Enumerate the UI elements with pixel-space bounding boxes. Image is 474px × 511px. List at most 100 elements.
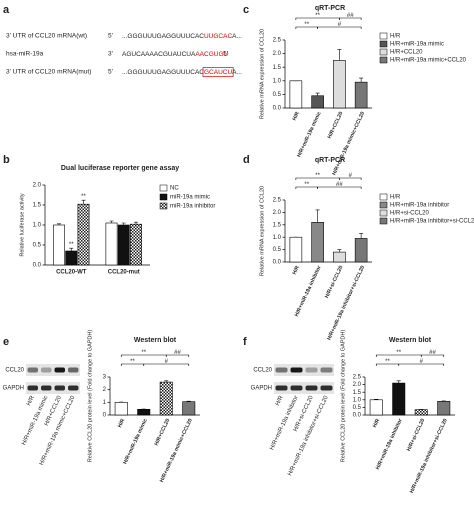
- y-tick-label: 2.0: [33, 183, 42, 189]
- bar: [182, 401, 196, 416]
- significance: ##: [429, 350, 436, 356]
- legend-label: H/R+si-CCL20: [390, 211, 430, 217]
- bar: [311, 95, 324, 109]
- significance: **: [315, 13, 320, 19]
- bar: [311, 222, 324, 263]
- error-bar: [315, 209, 320, 223]
- significance: #: [338, 22, 342, 28]
- error-bar: [359, 233, 364, 239]
- bar: [369, 399, 383, 416]
- significance-bracket: [339, 17, 362, 20]
- panel-label: f: [243, 336, 247, 348]
- chart-title: Western blot: [134, 337, 177, 344]
- y-tick-label: 1.5: [33, 203, 42, 209]
- legend-swatch: [159, 202, 168, 210]
- y-tick-label: 3: [103, 375, 107, 381]
- bar: [53, 224, 65, 266]
- y-tick-label: 1.0: [353, 397, 362, 403]
- y-axis-label: Relative luciferase activity: [19, 193, 25, 257]
- bar: [392, 382, 406, 416]
- y-tick-label: 0.5: [33, 243, 42, 249]
- significance: #: [165, 359, 169, 365]
- y-tick-label: 1.5: [273, 65, 282, 71]
- bar: [137, 408, 151, 416]
- blot-band: [290, 385, 303, 391]
- significance: ##: [174, 350, 181, 356]
- chart-title: Dual luciferase reporter gene assay: [61, 165, 179, 172]
- legend-label: miR-19a inhibitor: [170, 204, 215, 210]
- y-tick-label: 2.5: [273, 198, 282, 204]
- y-axis-label: Relative CCL20 protein level (Fold chang…: [87, 330, 93, 463]
- y-tick-label: 2.0: [353, 382, 362, 388]
- blot-row-label: GAPDH: [3, 386, 24, 392]
- sequence: AGUCAAAACGUAUCUAAACGUGU: [122, 51, 228, 58]
- x-tick-label: H/R+CCL20: [327, 111, 345, 140]
- x-tick-label: H/R+CCL20: [154, 418, 172, 447]
- y-tick-label: 2.5: [353, 375, 362, 381]
- blot-band: [27, 367, 38, 373]
- y-tick-label: 1.0: [33, 223, 42, 229]
- x-tick-label: H/R+miR-19a mimic: [122, 418, 148, 466]
- seed-site: AACGUGU: [195, 51, 228, 58]
- blot-band: [41, 367, 52, 373]
- y-tick-label: 0: [103, 413, 107, 419]
- legend-label: NC: [170, 186, 179, 192]
- x-tick-label: H/R+si-CCL20: [324, 265, 344, 299]
- x-tick-label: CCL20-WT: [56, 270, 87, 276]
- sequence-end: 5': [223, 51, 228, 58]
- y-axis-label: Relative CCL20 protein level (Fold chang…: [340, 330, 346, 463]
- sequence-label: 3' UTR of CCL20 mRNA(wt): [6, 33, 87, 40]
- x-tick-label: H/R+si-CCL20: [406, 418, 426, 452]
- bar: [437, 401, 451, 416]
- mutation-box: [202, 67, 234, 77]
- panel-label: b: [3, 154, 10, 166]
- x-tick-label: H/R: [292, 265, 301, 276]
- bar: [117, 224, 130, 266]
- error-bar: [109, 220, 114, 223]
- blot-band: [305, 367, 318, 373]
- bar: [159, 381, 173, 416]
- blot-band: [275, 385, 288, 391]
- y-tick-label: 0.0: [273, 106, 282, 112]
- significance-bracket: [317, 186, 362, 189]
- y-tick-label: 1.5: [273, 222, 282, 228]
- legend-label: H/R+CCL20: [390, 50, 423, 56]
- blot-band: [320, 385, 333, 391]
- panel-label: d: [243, 154, 250, 166]
- sequence-label: hsa-miR-19a: [6, 51, 44, 58]
- chart-title: qRT-PCR: [315, 157, 345, 164]
- y-tick-label: 0.0: [353, 413, 362, 419]
- sequence: ...GGGUUUGAGGUUUCACGCAUCUA...: [122, 69, 242, 76]
- blot-strip: [274, 364, 334, 376]
- y-tick-label: 0.5: [353, 405, 362, 411]
- sequence-part: A...: [232, 33, 242, 40]
- error-bar: [121, 222, 126, 225]
- seed-site: GCAUCU: [204, 69, 232, 76]
- y-axis-label: Relative mRNA expression of CCL20: [259, 29, 265, 119]
- chart-title: qRT-PCR: [315, 5, 345, 12]
- significance: **: [130, 359, 135, 365]
- blot-band: [290, 367, 303, 373]
- blot-band: [68, 385, 79, 391]
- sequence-label: 3' UTR of CCL20 mRNA(mut): [6, 69, 91, 76]
- bar: [414, 409, 428, 416]
- error-bar: [186, 400, 191, 402]
- x-tick-label: CCL20-mut: [108, 270, 140, 276]
- y-tick-label: 0.5: [273, 92, 282, 98]
- significance: ##: [336, 182, 343, 188]
- significance: #: [349, 173, 353, 179]
- seed-site: UUGCAC: [204, 33, 232, 40]
- significance-bracket: [317, 26, 362, 29]
- bar: [65, 250, 78, 266]
- legend-label: H/R+miR-19a inhibitor+si-CCL20: [390, 219, 474, 225]
- x-tick-label: H/R: [117, 418, 126, 429]
- sequence-end: 5': [108, 33, 113, 40]
- significance: **: [81, 194, 86, 200]
- panel-label: a: [3, 4, 10, 16]
- legend-swatch: [159, 184, 168, 192]
- bar: [77, 203, 90, 266]
- panel-label: c: [243, 4, 249, 16]
- significance: **: [304, 22, 309, 28]
- significance: **: [141, 350, 146, 356]
